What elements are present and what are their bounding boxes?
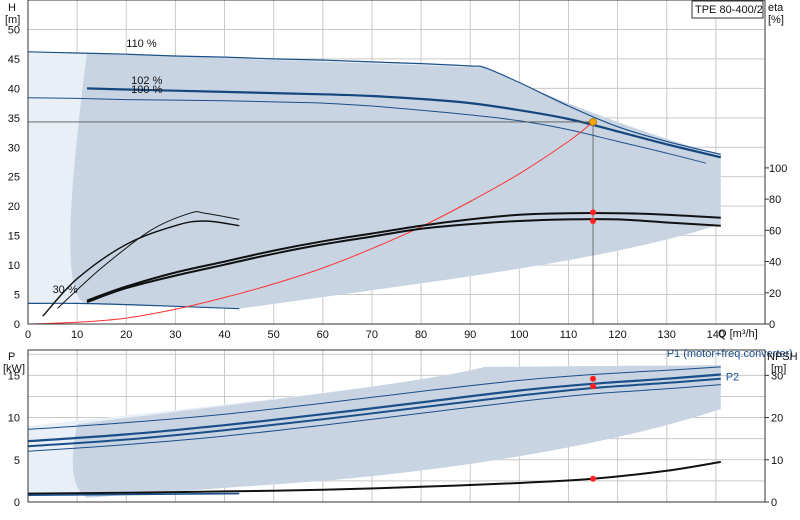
head-tick-label: 15 [8,231,20,243]
efficiency-curve [86,211,721,302]
x-tick-label: 70 [366,329,378,341]
x-tick-label: 110 [560,329,578,341]
x-tick-label: 0 [25,329,31,341]
head-curve-label: 110 % [126,38,157,50]
head-plot-frame [27,0,766,325]
eta-tick-label: 60 [769,225,781,237]
power-curve [27,366,721,430]
npsh-tick-label: 30 [771,370,783,382]
efficiency-curve [42,220,240,317]
x-tick-label: 140 [707,329,725,341]
npsh-curve [27,460,721,495]
npsh-tick-label: 20 [771,413,783,425]
eta-tick-labels: 0 20 40 60 80 100 [765,163,787,331]
power-tick-label: 5 [14,455,20,467]
head-tick-label: 45 [8,54,20,66]
x-tick-label: 20 [120,329,132,341]
head-tick-labels: 0 5 10 15 20 25 30 35 40 45 50 [8,24,20,331]
head-tick-label: 0 [14,319,20,331]
power-plot-frame [27,349,766,503]
power-duty-point [590,383,597,390]
npsh-axis-unit: [m] [771,363,786,375]
power-series-label: P2 [726,371,739,383]
power-low-speed-curve [27,492,240,496]
power-curves: P1 (motor+freq.converter) P2 [27,348,793,496]
flow-axis-label: Q [m³/h] [718,328,758,340]
efficiency-curve [86,218,721,304]
x-tick-label: 50 [268,329,280,341]
head-curve-30pct [27,302,240,310]
head-tick-label: 50 [8,24,20,36]
power-curve [27,377,721,448]
npsh-tick-labels: 0 10 20 30 [765,370,783,509]
head-curves: 110 %102 %100 %30 % [27,38,722,325]
power-curve [27,373,721,443]
power-axis-unit: [kW] [3,363,25,375]
head-tick-label: 40 [8,83,20,95]
efficiency-duty-point [590,209,597,216]
power-panel: P1 (motor+freq.converter) P2 0 5 10 15 0 10 20… [3,348,798,509]
npsh-duty-point [590,475,597,482]
power-series-label: P1 (motor+freq.converter) [667,348,793,360]
x-tick-label: 40 [218,329,230,341]
head-axis-name: H [8,2,16,14]
power-tick-label: 0 [14,497,20,509]
eta-tick-label: 0 [769,319,775,331]
eta-tick-label: 80 [769,194,781,206]
x-tick-label: 90 [464,329,476,341]
efficiency-duty-point [590,217,597,224]
head-curve-label: 100 % [131,84,162,96]
eta-tick-label: 100 [769,163,787,175]
npsh-tick-label: 10 [771,455,783,467]
x-tick-label: 80 [415,329,427,341]
power-curve [27,384,721,452]
product-label-box [691,0,764,19]
power-tick-label: 10 [8,413,20,425]
x-tick-label: 60 [317,329,329,341]
head-tick-label: 20 [8,201,20,213]
power-operating-area [28,365,721,498]
x-tick-label: 30 [169,329,181,341]
head-curve-100pct [27,97,707,164]
product-label: TPE 80-400/2 [695,4,763,16]
head-panel: 110 %102 %100 %30 % 0 10 20 30 40 50 60 70 80 90 1… [5,0,787,341]
duty-point [589,118,597,126]
npsh-tick-label: 0 [771,497,777,509]
head-axis-unit: [m] [5,14,20,26]
head-curve-110pct [27,51,721,155]
head-tick-label: 35 [8,113,20,125]
x-tick-label: 130 [658,329,676,341]
power-duty-point [590,375,597,382]
x-tick-labels: 0 10 20 30 40 50 60 70 80 90 100 110 120 130 140 [25,329,725,341]
head-tick-label: 10 [8,260,20,272]
power-operating-area-fill [72,365,721,498]
eta-axis-name: eta [768,2,784,14]
head-tick-label: 5 [14,290,20,302]
system-curve [27,121,594,325]
power-axis-name: P [8,351,15,363]
power-tick-labels: 0 5 10 15 [8,370,20,509]
x-tick-label: 10 [71,329,83,341]
head-tick-label: 25 [8,172,20,184]
x-tick-label: 120 [608,329,626,341]
power-tick-label: 15 [8,370,20,382]
head-curve-label: 102 % [131,75,162,87]
eta-axis-unit: [%] [768,14,784,26]
efficiency-curve [57,211,240,309]
head-tick-label: 30 [8,142,20,154]
eta-tick-label: 40 [769,257,781,269]
x-tick-label: 100 [510,329,528,341]
head-curve-102pct [86,87,722,159]
eta-tick-label: 20 [769,288,781,300]
npsh-axis-name: NPSH [767,351,798,363]
